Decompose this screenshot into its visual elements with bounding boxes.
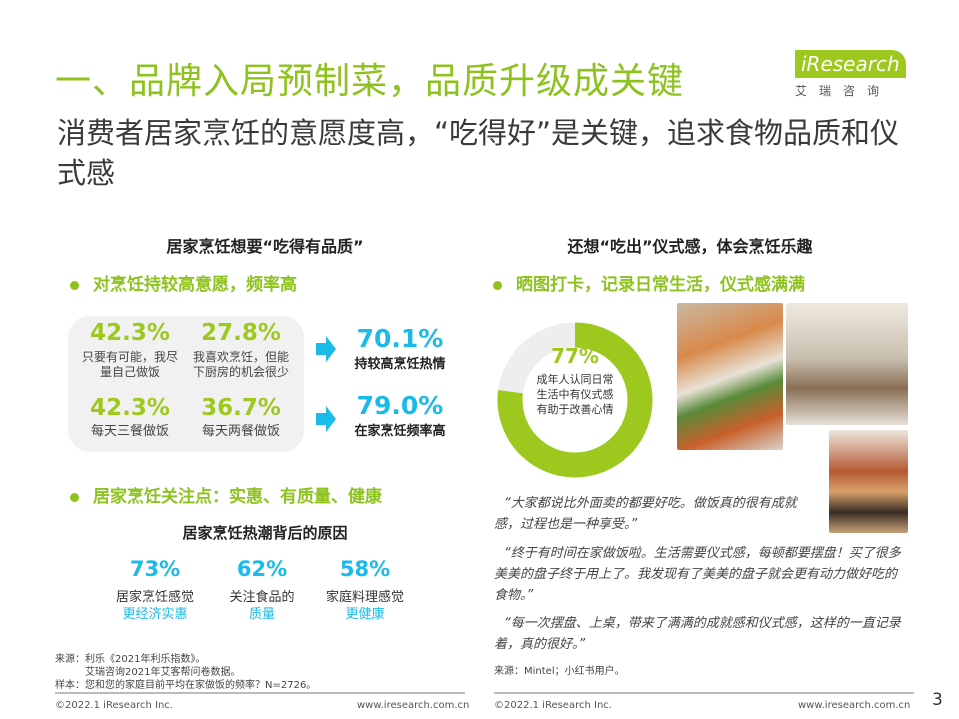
food-photo — [677, 303, 783, 450]
stat-value: 42.3% — [90, 395, 170, 421]
quote: “每一次摆盘、上桌，带来了满满的成就感和仪式感，这样的一直记录着，真的很好。” — [494, 616, 901, 652]
reason-card: 58% 家庭料理感觉 更健康 — [310, 557, 420, 623]
bullet-dot-icon — [493, 280, 502, 290]
left-bullet-2: 居家烹饪关注点：实惠、有质量、健康 — [70, 482, 382, 507]
bullet-text: 对烹饪持较高意愿，频率高 — [93, 275, 297, 295]
footer-copyright: ©2022.1 iResearch Inc. — [55, 700, 173, 711]
bullet-dot-icon — [70, 492, 79, 502]
footer-copyright: ©2022.1 iResearch Inc. — [494, 700, 612, 711]
stat-card: 42.3% 只要有可能，我尽量自己做饭 — [75, 320, 185, 380]
stat-label: 我喜欢烹饪，但能下厨房的机会很少 — [192, 350, 289, 379]
right-heading: 还想“吃出”仪式感，体会烹饪乐趣 — [567, 237, 813, 256]
source-line: 样本：您和您的家庭目前平均在家做饭的频率？N=2726。 — [55, 680, 317, 691]
donut-value-arc — [497, 322, 653, 478]
right-bullet: 晒图打卡，记录日常生活，仪式感满满 — [493, 270, 805, 295]
stat-card: 36.7% 每天两餐做饭 — [185, 395, 297, 439]
stat-card: 27.8% 我喜欢烹饪，但能下厨房的机会很少 — [185, 320, 297, 380]
footer-divider — [55, 692, 465, 694]
reason-card: 73% 居家烹饪感觉 更经济实惠 — [100, 557, 210, 623]
left-bullet-1: 对烹饪持较高意愿，频率高 — [70, 270, 297, 295]
reason-highlight: 质量 — [248, 607, 275, 622]
stat-value: 27.8% — [201, 320, 281, 346]
page-title: 一、品牌入局预制菜，品质升级成关键 — [55, 61, 685, 102]
result-card: 70.1% 持较高烹饪热情 — [350, 324, 450, 372]
reasons-heading: 居家烹饪热潮背后的原因 — [182, 524, 348, 542]
quote: “大家都说比外面卖的都要好吃。做饭真的很有成就感，过程也是一种享受。” — [494, 496, 797, 532]
bullet-dot-icon — [70, 280, 79, 290]
logo-cn: 艾瑞咨询 — [795, 84, 892, 98]
donut-chart — [497, 322, 653, 478]
bullet-text: 晒图打卡，记录日常生活，仪式感满满 — [516, 275, 805, 295]
reason-highlight: 更健康 — [345, 607, 385, 622]
donut-label: 成年人认同日常生活中有仪式感有助于改善心情 — [536, 373, 614, 416]
result-value: 70.1% — [356, 324, 444, 353]
page-number: 3 — [932, 690, 943, 710]
footer-url: www.iresearch.com.cn — [798, 700, 911, 711]
left-source: 来源：利乐《2021年利乐指数》。 艾瑞咨询2021年艾客帮问卷数据。 样本：您… — [55, 653, 316, 692]
result-label: 持较高烹饪热情 — [354, 357, 446, 372]
stat-value: 36.7% — [201, 395, 281, 421]
reason-card: 62% 关注食品的质量 — [207, 557, 317, 623]
left-heading: 居家烹饪想要“吃得有品质” — [166, 237, 364, 256]
stat-label: 每天两餐做饭 — [201, 424, 280, 439]
reason-label: 关注食品的 — [229, 590, 295, 605]
donut-center: 77% 成年人认同日常生活中有仪式感有助于改善心情 — [535, 344, 615, 417]
iresearch-logo: iResearch 艾瑞咨询 — [795, 50, 915, 99]
result-label: 在家烹饪频率高 — [354, 424, 446, 439]
reason-label: 居家烹饪感觉 — [115, 590, 194, 605]
page-subtitle: 消费者居家烹饪的意愿度高，“吃得好”是关键，追求食物品质和仪式感 — [57, 116, 900, 190]
source-line: 艾瑞咨询2021年艾客帮问卷数据。 — [85, 667, 241, 678]
result-card: 79.0% 在家烹饪频率高 — [350, 391, 450, 439]
footer-url: www.iresearch.com.cn — [357, 700, 470, 711]
result-value: 79.0% — [356, 391, 444, 420]
reason-label: 家庭料理感觉 — [325, 590, 404, 605]
quote: “终于有时间在家做饭啦。生活需要仪式感，每顿都要摆盘！买了很多美美的盘子终于用上… — [494, 546, 901, 603]
logo-brand: iResearch — [795, 50, 906, 78]
stat-label: 只要有可能，我尽量自己做饭 — [81, 350, 178, 379]
reason-value: 73% — [129, 557, 181, 581]
reason-value: 62% — [236, 557, 288, 581]
table-food-photo — [829, 430, 908, 533]
reason-value: 58% — [339, 557, 391, 581]
reason-highlight: 更经济实惠 — [122, 607, 188, 622]
right-source: 来源：Mintel；小红书用户。 — [494, 666, 625, 677]
stats-box — [68, 316, 304, 452]
footer-divider — [494, 692, 914, 694]
stat-value: 42.3% — [90, 320, 170, 346]
arrow-right-icon — [316, 406, 336, 432]
stat-label: 每天三餐做饭 — [90, 424, 169, 439]
dining-room-photo — [786, 303, 908, 425]
donut-value: 77% — [551, 344, 599, 368]
source-line: 来源：利乐《2021年利乐指数》。 — [55, 654, 206, 665]
arrow-right-icon — [316, 336, 336, 362]
stat-card: 42.3% 每天三餐做饭 — [75, 395, 185, 439]
bullet-text: 居家烹饪关注点：实惠、有质量、健康 — [93, 487, 382, 507]
